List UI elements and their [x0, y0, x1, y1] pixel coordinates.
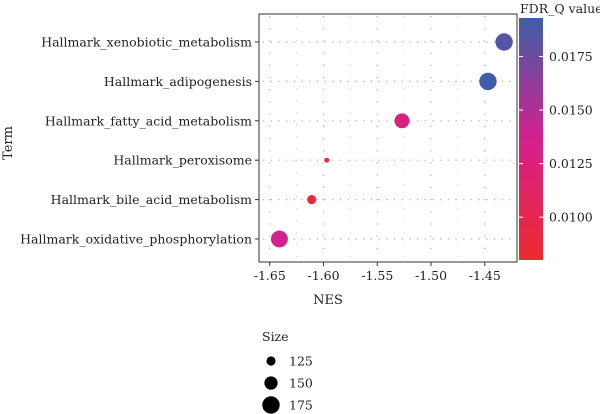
data-point [394, 113, 410, 129]
size-legend-dot [264, 376, 278, 390]
fdr-color-legend: FDR_Q value 0.0100 0.0125 0.0150 0.0175 [519, 1, 600, 260]
plot-grid [263, 16, 513, 260]
x-tick-label: -1.45 [469, 268, 501, 283]
x-axis-ticks: -1.65 -1.60 -1.55 -1.50 -1.45 [254, 262, 501, 283]
x-tick-label: -1.50 [415, 268, 447, 283]
size-legend: Size 125 150 175 [262, 329, 313, 414]
color-legend-title: FDR_Q value [520, 1, 600, 16]
data-points [270, 33, 513, 248]
data-point [479, 72, 497, 91]
size-legend-dot [262, 396, 280, 414]
data-point [270, 230, 288, 248]
x-tick-label: -1.60 [307, 268, 339, 283]
data-point [495, 33, 513, 51]
color-tick-label: 0.0150 [549, 103, 593, 118]
plot-panel [258, 13, 518, 263]
size-legend-label: 175 [289, 398, 313, 413]
data-point [307, 195, 317, 205]
data-point [324, 157, 330, 163]
x-tick-label: -1.65 [254, 268, 286, 283]
color-tick-label: 0.0175 [549, 49, 593, 64]
x-tick-label: -1.55 [361, 268, 393, 283]
size-legend-label: 125 [289, 354, 313, 369]
y-axis-label: Term [1, 126, 16, 160]
color-tick-label: 0.0100 [549, 210, 593, 225]
y-tick-label: Hallmark_peroxisome [113, 153, 252, 168]
size-legend-dot [266, 356, 276, 366]
x-axis-label: NES [313, 293, 343, 308]
size-legend-title: Size [262, 329, 289, 344]
y-tick-label: Hallmark_xenobiotic_metabolism [41, 35, 252, 50]
color-tick-label: 0.0125 [549, 156, 593, 171]
y-tick-label: Hallmark_adipogenesis [104, 74, 252, 89]
y-tick-label: Hallmark_oxidative_phosphorylation [20, 232, 252, 247]
size-legend-label: 150 [289, 376, 313, 391]
y-tick-label: Hallmark_bile_acid_metabolism [51, 192, 252, 207]
y-axis-ticks: Hallmark_xenobiotic_metabolism Hallmark_a… [20, 35, 259, 247]
color-bar [519, 18, 543, 260]
y-tick-label: Hallmark_fatty_acid_metabolism [45, 113, 252, 128]
